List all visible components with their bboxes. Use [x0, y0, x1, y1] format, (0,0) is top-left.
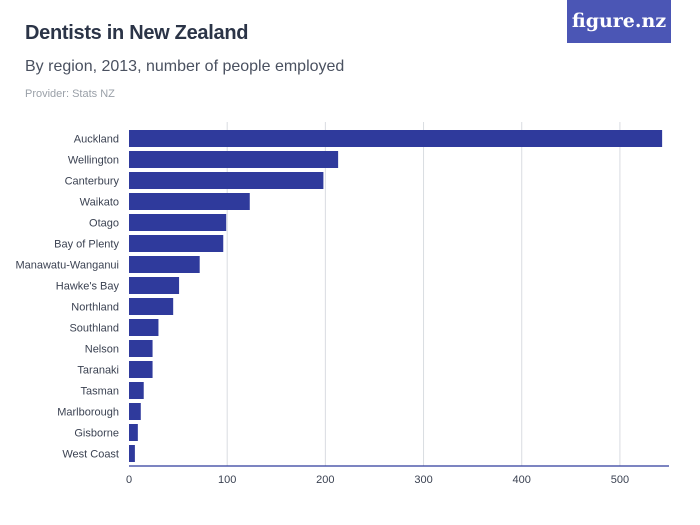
figure-nz-logo[interactable]: figure.nz — [567, 0, 671, 43]
category-label: Southland — [69, 323, 119, 335]
bar-taranaki[interactable] — [129, 361, 153, 378]
category-label: Nelson — [85, 344, 119, 356]
bar-waikato[interactable] — [129, 193, 250, 210]
x-tick-label: 300 — [414, 474, 432, 486]
chart-title: Dentists in New Zealand — [25, 22, 249, 44]
bar-gisborne[interactable] — [129, 424, 138, 441]
category-label: Tasman — [80, 386, 119, 398]
category-label: Auckland — [74, 134, 119, 146]
x-tick-label: 0 — [126, 474, 132, 486]
bar-marlborough[interactable] — [129, 403, 141, 420]
category-label: Canterbury — [65, 176, 120, 188]
x-tick-label: 500 — [611, 474, 629, 486]
x-tick-label: 100 — [218, 474, 236, 486]
bar-hawke-s-bay[interactable] — [129, 277, 180, 294]
category-label: Otago — [89, 218, 119, 230]
bar-nelson[interactable] — [129, 340, 153, 357]
category-label: Bay of Plenty — [54, 239, 119, 251]
x-tick-label: 200 — [316, 474, 334, 486]
provider-label: Provider: Stats NZ — [25, 88, 115, 100]
bars — [129, 130, 663, 462]
bar-southland[interactable] — [129, 319, 159, 336]
bar-northland[interactable] — [129, 298, 174, 315]
chart-subtitle: By region, 2013, number of people employ… — [25, 58, 345, 75]
bar-canterbury[interactable] — [129, 172, 324, 189]
bar-bay-of-plenty[interactable] — [129, 235, 224, 252]
category-label: West Coast — [62, 449, 119, 461]
category-labels: Auckland Wellington Canterbury Waikato Otago… — [15, 134, 119, 461]
bar-manawatu-wanganui[interactable] — [129, 256, 200, 273]
x-tick-label: 400 — [513, 474, 531, 486]
bar-auckland[interactable] — [129, 130, 663, 147]
category-label: Hawke's Bay — [56, 281, 120, 293]
x-axis-ticks: 0 100 200 300 400 500 — [126, 465, 669, 486]
category-label: Marlborough — [57, 407, 119, 419]
category-label: Wellington — [68, 155, 119, 167]
category-label: Manawatu-Wanganui — [15, 260, 119, 272]
category-label: Waikato — [80, 197, 119, 209]
bar-wellington[interactable] — [129, 151, 339, 168]
category-label: Northland — [71, 302, 119, 314]
bar-otago[interactable] — [129, 214, 227, 231]
category-label: Taranaki — [77, 365, 119, 377]
category-label: Gisborne — [74, 428, 119, 440]
bar-tasman[interactable] — [129, 382, 144, 399]
bar-west-coast[interactable] — [129, 445, 135, 462]
